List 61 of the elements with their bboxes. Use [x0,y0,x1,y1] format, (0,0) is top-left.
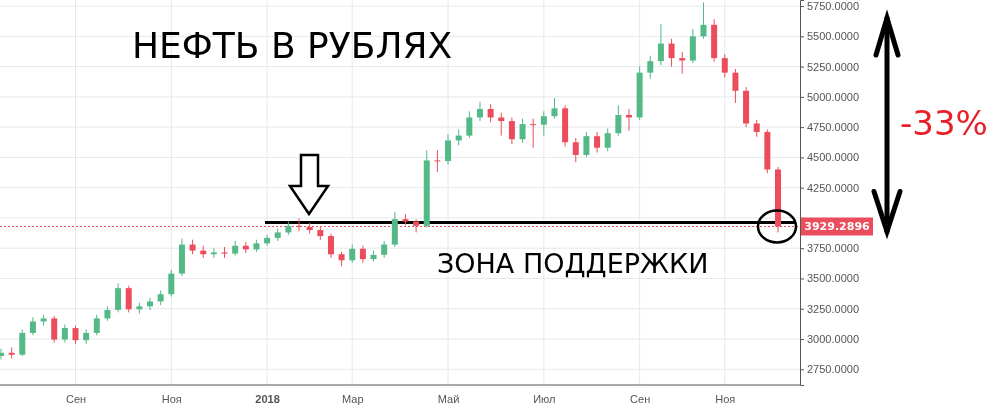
x-tick-label: Май [437,392,460,405]
candlestick [679,51,686,75]
candlestick [19,328,26,357]
candlestick [668,38,675,68]
candlestick [530,118,537,149]
candlestick [551,97,558,120]
candlestick [540,110,547,137]
candlestick [647,55,654,80]
candlestick [264,234,271,247]
candlestick [29,316,36,336]
candlestick [72,325,79,345]
y-tick-label: 3250.0000 [807,302,859,315]
x-tick-label: Ноя [161,392,182,405]
candlestick [93,314,100,336]
candlestick [657,23,664,66]
candlestick [572,137,579,163]
x-tick-label: Мар [341,392,364,405]
x-tick-label: Сен [65,392,87,405]
y-tick-label: 2750.0000 [807,363,859,376]
y-tick-label: 4750.0000 [807,121,859,134]
y-tick-label: 5000.0000 [807,90,859,103]
candlestick [168,269,175,298]
candlestick [115,282,122,313]
candlestick [445,133,452,166]
candlestick [615,104,622,137]
candlestick [583,131,590,158]
candlestick [721,53,728,78]
candlestick [61,323,68,344]
candlestick [51,315,58,344]
candlestick [434,149,441,173]
y-tick-label: 3500.0000 [807,272,859,285]
candlestick [487,103,494,123]
candlestick [147,297,154,311]
y-tick-label: 4250.0000 [807,181,859,194]
candlestick [594,131,601,154]
x-tick-label: 2018 [255,392,280,405]
candlestick [732,68,739,104]
candlestick [498,112,505,137]
ref-line-label: 3929.2896 [804,220,871,234]
candlestick [604,127,611,152]
candlestick [349,244,356,264]
candlestick [700,1,707,40]
x-tick-label: Июл [533,392,556,405]
x-tick-label: Сен [630,392,651,405]
ref-line-label: ЗОНА ПОДДЕРЖКИ [437,247,709,279]
candlestick [210,247,217,259]
y-tick-label: 5250.0000 [807,60,859,73]
candlestick [327,233,334,259]
candlestick [476,101,483,122]
candlestick [519,118,526,144]
y-tick-label: 5500.0000 [807,30,859,43]
y-tick-label: 3750.0000 [807,242,859,255]
text: НЕФТЬ В РУБЛЯХ [132,25,453,66]
y-tick-label: 3000.0000 [807,333,859,346]
candlestick [466,110,473,139]
candlestick [125,285,132,313]
candlestick [508,116,515,145]
y-tick-label: 4500.0000 [807,151,859,164]
y-tick-label: 5750.0000 [807,0,859,13]
text: -33% [900,103,988,143]
x-tick-label: Ноя [715,392,736,405]
